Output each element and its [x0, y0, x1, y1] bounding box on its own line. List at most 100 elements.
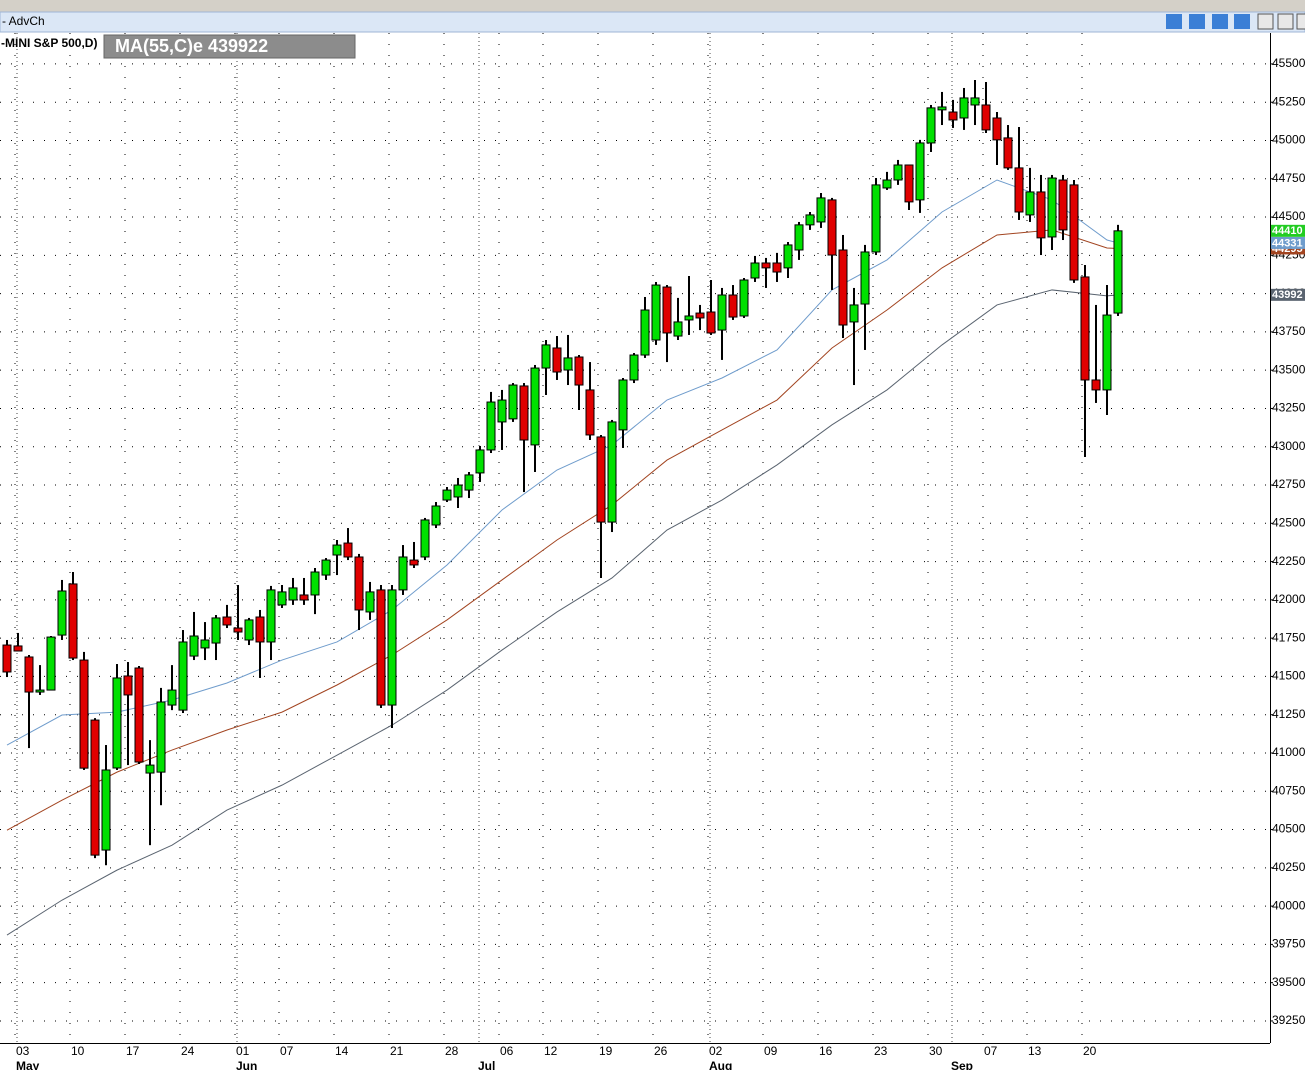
y-tick-label: 41000	[1272, 745, 1305, 759]
x-tick-label: 21	[390, 1044, 404, 1058]
icon[interactable]	[1212, 14, 1228, 29]
candle-body	[662, 286, 672, 334]
candle-body	[464, 474, 474, 491]
y-tick-label: 39750	[1272, 937, 1305, 951]
candle-body	[761, 262, 771, 269]
y-tick-label: 43000	[1272, 439, 1305, 453]
y-tick-label: 43250	[1272, 401, 1305, 415]
candle-body	[420, 519, 430, 558]
maximize-button[interactable]	[1277, 13, 1294, 30]
candle-body	[541, 344, 551, 369]
minimize-button[interactable]	[1257, 13, 1274, 30]
y-tick-label: 41750	[1272, 630, 1305, 644]
y-tick-label: 42250	[1272, 554, 1305, 568]
icon[interactable]	[1189, 14, 1205, 29]
candles	[2, 80, 1123, 866]
candle-body	[101, 769, 111, 851]
candle-body	[288, 587, 298, 601]
y-tick-label: 40500	[1272, 822, 1305, 836]
candle-body	[376, 589, 386, 706]
candle-body	[1069, 184, 1079, 281]
candle-body	[497, 399, 507, 423]
candle-body	[596, 436, 606, 523]
candle-body	[684, 315, 694, 321]
candle-body	[695, 312, 705, 319]
candle-body	[431, 505, 441, 526]
candle-body	[2, 644, 12, 673]
x-tick-label: 23	[874, 1044, 888, 1058]
candle-body	[904, 164, 914, 203]
candle-body	[871, 184, 881, 253]
candle-body	[90, 719, 100, 856]
candle-body	[981, 104, 991, 131]
candle-body	[629, 354, 639, 381]
icon[interactable]	[1166, 14, 1182, 29]
y-tick-label: 45500	[1272, 56, 1305, 70]
candle-body	[893, 164, 903, 181]
x-tick-label: 07	[280, 1044, 294, 1058]
candle-body	[651, 284, 661, 341]
candle-body	[321, 559, 331, 576]
y-tick-label: 44500	[1272, 209, 1305, 223]
month-label: Aug	[709, 1059, 732, 1070]
x-tick-label: 02	[709, 1044, 723, 1058]
candle-body	[68, 583, 78, 659]
candle-body	[805, 214, 815, 226]
x-tick-label: 12	[544, 1044, 558, 1058]
x-tick-label: 01	[236, 1044, 250, 1058]
candle-body	[365, 591, 375, 613]
candle-body	[354, 556, 364, 611]
candle-body	[574, 356, 584, 386]
candle-body	[519, 385, 529, 441]
candle-body	[453, 484, 463, 498]
candle-body	[46, 636, 56, 691]
close-button[interactable]	[1296, 13, 1305, 30]
candle-body	[57, 590, 67, 636]
axes: 4550045250450004475044500442504400043750…	[16, 56, 1305, 1070]
candle-body	[222, 616, 232, 626]
y-tick-label: 40000	[1272, 898, 1305, 912]
candle-body	[134, 667, 144, 763]
candle-body	[585, 389, 595, 436]
candle-body	[167, 689, 177, 706]
candle-body	[1102, 314, 1112, 391]
candle-body	[266, 589, 276, 643]
candle-body	[1047, 177, 1057, 238]
candle-body	[310, 571, 320, 596]
candle-body	[255, 616, 265, 643]
candle-body	[112, 677, 122, 769]
candle-body	[750, 262, 760, 279]
candle-body	[882, 179, 892, 189]
candle-body	[486, 401, 496, 451]
candle-body	[13, 645, 23, 652]
y-tick-label: 42000	[1272, 592, 1305, 606]
icon[interactable]	[1234, 14, 1250, 29]
y-tick-label: 39250	[1272, 1013, 1305, 1027]
candle-body	[926, 107, 936, 144]
overlay-lines	[6, 179, 1119, 936]
candle-body	[618, 379, 628, 431]
candle-body	[992, 117, 1002, 141]
candle-body	[1014, 167, 1024, 213]
title-bar	[0, 11, 1305, 33]
candle-body	[387, 589, 397, 706]
last-value-label: 44410	[1272, 225, 1303, 237]
y-tick-label: 45000	[1272, 133, 1305, 147]
candle-body	[552, 347, 562, 373]
candle-body	[717, 294, 727, 331]
candle-body	[244, 619, 254, 641]
candle-body	[794, 224, 804, 251]
x-tick-label: 13	[1028, 1044, 1042, 1058]
candle-body	[211, 617, 221, 644]
y-tick-label: 39500	[1272, 975, 1305, 989]
candle-body	[1025, 191, 1035, 216]
x-tick-label: 28	[445, 1044, 459, 1058]
candle-body	[1091, 379, 1101, 391]
candle-body	[24, 656, 34, 693]
candle-body	[728, 294, 738, 318]
y-tick-label: 44750	[1272, 171, 1305, 185]
candle-body	[849, 304, 859, 323]
chart-title: -MINI S&P 500,D)	[1, 36, 97, 50]
candle-body	[442, 489, 452, 501]
